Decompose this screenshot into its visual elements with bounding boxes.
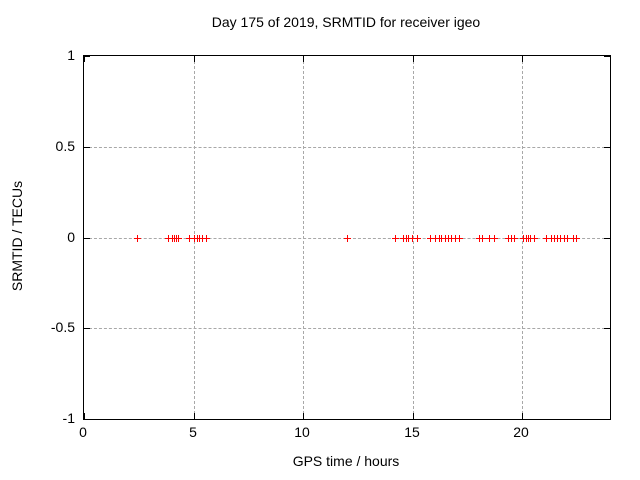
y-tick-mark bbox=[84, 419, 90, 420]
plot-area bbox=[83, 55, 611, 420]
x-tick-mark bbox=[303, 413, 304, 419]
data-point-marker bbox=[531, 234, 539, 242]
chart-title: Day 175 of 2019, SRMTID for receiver ige… bbox=[211, 14, 481, 30]
x-tick-label: 20 bbox=[513, 424, 529, 440]
gridline-horizontal bbox=[84, 147, 610, 148]
x-tick-mark bbox=[413, 413, 414, 419]
y-tick-mark bbox=[604, 238, 610, 239]
x-tick-mark bbox=[522, 56, 523, 62]
y-tick-label: 0.5 bbox=[55, 138, 75, 154]
x-tick-mark bbox=[522, 413, 523, 419]
y-tick-mark bbox=[84, 56, 90, 57]
y-tick-mark bbox=[604, 147, 610, 148]
gridline-horizontal bbox=[84, 328, 610, 329]
x-tick-mark bbox=[194, 413, 195, 419]
data-point-marker bbox=[478, 234, 486, 242]
y-tick-label: 0 bbox=[67, 229, 75, 245]
y-tick-mark bbox=[604, 419, 610, 420]
data-point-marker bbox=[202, 234, 210, 242]
data-point-marker bbox=[392, 234, 400, 242]
y-tick-mark bbox=[84, 328, 90, 329]
data-point-marker bbox=[527, 234, 534, 242]
data-point-marker bbox=[427, 234, 435, 242]
x-tick-mark bbox=[303, 56, 304, 62]
y-tick-mark bbox=[604, 56, 610, 57]
y-tick-mark bbox=[84, 147, 90, 148]
y-tick-mark bbox=[604, 328, 610, 329]
data-point-marker bbox=[510, 234, 518, 242]
data-point-marker bbox=[564, 234, 572, 242]
data-point-marker bbox=[556, 234, 564, 242]
data-point-marker bbox=[573, 234, 581, 242]
data-point-marker bbox=[543, 234, 551, 242]
x-tick-label: 10 bbox=[294, 424, 310, 440]
data-point-marker bbox=[344, 234, 351, 242]
data-point-marker bbox=[455, 234, 463, 242]
x-axis-label: GPS time / hours bbox=[292, 453, 400, 469]
y-tick-label: -0.5 bbox=[50, 319, 75, 335]
data-point-marker bbox=[408, 234, 416, 242]
x-tick-mark bbox=[84, 56, 85, 62]
y-tick-mark bbox=[84, 238, 90, 239]
x-tick-label: 15 bbox=[404, 424, 420, 440]
y-tick-label: -1 bbox=[62, 410, 75, 426]
x-tick-mark bbox=[84, 413, 85, 419]
data-point-marker bbox=[431, 234, 439, 242]
data-point-marker bbox=[133, 234, 141, 242]
x-tick-mark bbox=[194, 56, 195, 62]
data-point-marker bbox=[448, 234, 456, 242]
x-tick-mark bbox=[413, 56, 414, 62]
data-point-marker bbox=[490, 234, 498, 242]
data-point-marker bbox=[414, 234, 422, 242]
data-point-marker bbox=[175, 234, 183, 242]
gridline-vertical bbox=[303, 56, 304, 419]
x-tick-label: 0 bbox=[79, 424, 87, 440]
y-tick-label: 1 bbox=[67, 47, 75, 63]
data-point-marker bbox=[186, 234, 194, 242]
data-point-marker bbox=[486, 234, 494, 242]
x-tick-label: 5 bbox=[189, 424, 197, 440]
